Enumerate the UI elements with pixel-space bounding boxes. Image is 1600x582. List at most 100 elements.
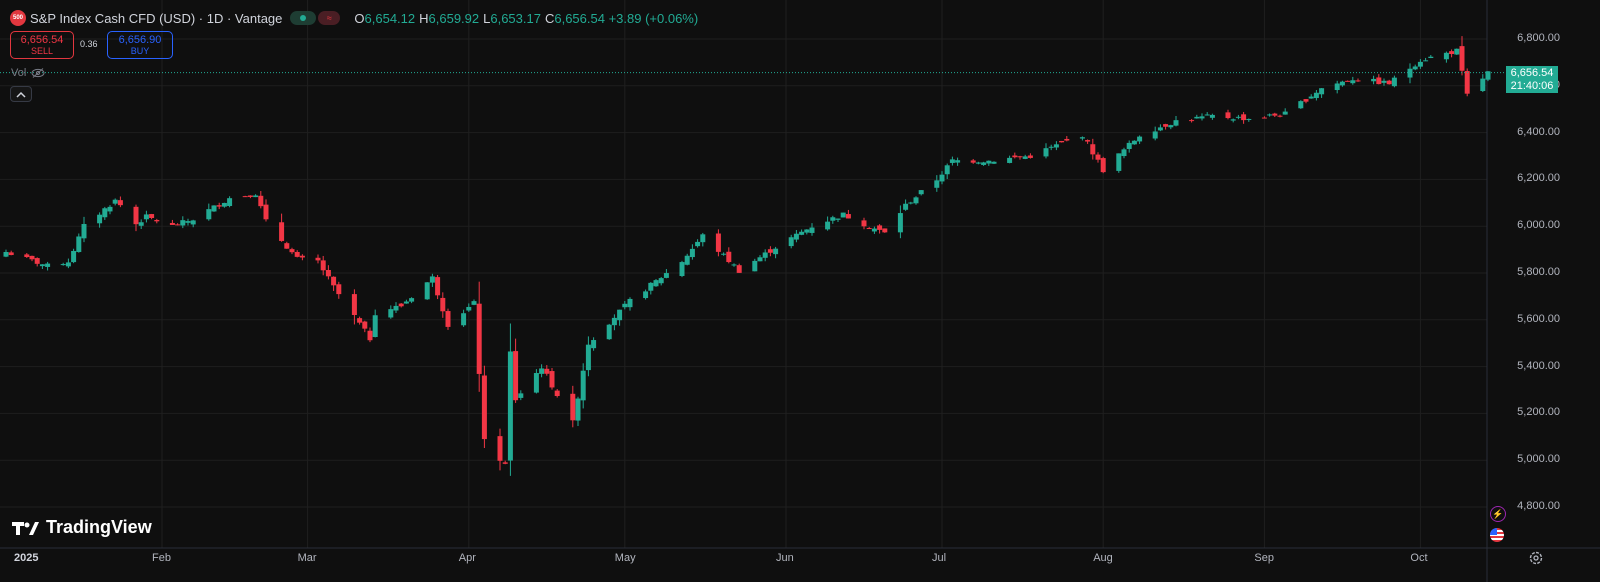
candle[interactable] bbox=[591, 337, 597, 351]
candle[interactable] bbox=[1022, 154, 1028, 160]
candle[interactable] bbox=[1189, 119, 1195, 123]
candle[interactable] bbox=[554, 389, 560, 398]
candle[interactable] bbox=[934, 175, 940, 192]
candle[interactable] bbox=[1298, 100, 1304, 109]
candle[interactable] bbox=[8, 250, 14, 256]
candle[interactable] bbox=[471, 299, 477, 306]
alert-icon[interactable]: ≈ bbox=[318, 11, 341, 25]
candle[interactable] bbox=[1381, 78, 1387, 86]
candle[interactable] bbox=[1053, 141, 1059, 151]
candle[interactable] bbox=[1116, 153, 1122, 173]
candle[interactable] bbox=[289, 247, 295, 255]
candle[interactable] bbox=[1126, 140, 1132, 153]
candle[interactable] bbox=[367, 327, 373, 343]
candle[interactable] bbox=[871, 226, 877, 234]
candle[interactable] bbox=[804, 229, 810, 235]
candle[interactable] bbox=[461, 309, 467, 327]
candle[interactable] bbox=[539, 364, 545, 378]
candle[interactable] bbox=[398, 303, 404, 308]
candle[interactable] bbox=[830, 215, 836, 224]
candle[interactable] bbox=[736, 263, 742, 273]
candle[interactable] bbox=[1412, 64, 1418, 71]
candle[interactable] bbox=[617, 309, 623, 326]
candle[interactable] bbox=[507, 323, 513, 476]
candle[interactable] bbox=[986, 160, 992, 166]
candle[interactable] bbox=[221, 202, 227, 208]
candle[interactable] bbox=[1012, 152, 1018, 159]
candle[interactable] bbox=[1277, 114, 1283, 118]
candle[interactable] bbox=[247, 195, 253, 199]
candle[interactable] bbox=[76, 233, 82, 253]
candle[interactable] bbox=[169, 219, 175, 226]
candle[interactable] bbox=[320, 255, 326, 276]
candle[interactable] bbox=[1303, 99, 1309, 104]
candle[interactable] bbox=[1428, 55, 1434, 59]
candle[interactable] bbox=[1261, 116, 1267, 119]
candle[interactable] bbox=[877, 224, 883, 234]
candle[interactable] bbox=[1017, 155, 1023, 160]
us-flag-icon[interactable] bbox=[1490, 528, 1504, 542]
candle[interactable] bbox=[180, 216, 186, 229]
candle[interactable] bbox=[513, 338, 519, 403]
candle[interactable] bbox=[918, 190, 924, 196]
candle[interactable] bbox=[403, 299, 409, 304]
candle[interactable] bbox=[1449, 49, 1455, 58]
candle[interactable] bbox=[1043, 143, 1049, 159]
candle[interactable] bbox=[1209, 113, 1215, 120]
candle[interactable] bbox=[24, 252, 30, 258]
candle[interactable] bbox=[1345, 80, 1351, 82]
candle[interactable] bbox=[1152, 126, 1158, 141]
tradingview-logo[interactable]: TradingView bbox=[12, 517, 152, 538]
candle[interactable] bbox=[731, 263, 737, 267]
candle[interactable] bbox=[216, 202, 222, 210]
candle[interactable] bbox=[1443, 51, 1449, 63]
candle[interactable] bbox=[3, 249, 9, 258]
candle[interactable] bbox=[679, 260, 685, 278]
candle[interactable] bbox=[1417, 59, 1423, 69]
candle[interactable] bbox=[866, 226, 872, 230]
candle[interactable] bbox=[648, 282, 654, 295]
candle[interactable] bbox=[840, 212, 846, 218]
candle[interactable] bbox=[611, 314, 617, 331]
candle[interactable] bbox=[1386, 79, 1392, 85]
candle[interactable] bbox=[970, 158, 976, 164]
candle[interactable] bbox=[622, 301, 628, 310]
candle[interactable] bbox=[299, 254, 305, 261]
candle[interactable] bbox=[585, 336, 591, 377]
candle[interactable] bbox=[331, 276, 337, 291]
candle[interactable] bbox=[435, 274, 441, 300]
eye-off-icon[interactable] bbox=[31, 68, 45, 78]
candle[interactable] bbox=[138, 219, 144, 230]
candle[interactable] bbox=[476, 281, 482, 392]
candle[interactable] bbox=[575, 396, 581, 426]
candle[interactable] bbox=[1204, 112, 1210, 116]
candle[interactable] bbox=[481, 365, 487, 448]
candle[interactable] bbox=[336, 281, 342, 299]
candle[interactable] bbox=[97, 212, 103, 228]
candle[interactable] bbox=[658, 276, 664, 286]
candle[interactable] bbox=[1282, 108, 1288, 115]
candle[interactable] bbox=[1350, 76, 1356, 85]
lightning-icon[interactable]: ⚡ bbox=[1490, 506, 1506, 522]
buy-button[interactable]: 6,656.90 BUY bbox=[107, 31, 173, 59]
candle[interactable] bbox=[773, 246, 779, 259]
candle[interactable] bbox=[955, 157, 961, 166]
candle[interactable] bbox=[227, 196, 233, 208]
candle[interactable] bbox=[721, 252, 727, 256]
candle[interactable] bbox=[991, 161, 997, 165]
candle[interactable] bbox=[253, 194, 259, 198]
candle[interactable] bbox=[1230, 118, 1236, 123]
candle[interactable] bbox=[757, 255, 763, 262]
symbol-logo-icon[interactable]: 500 bbox=[10, 10, 26, 26]
candle[interactable] bbox=[1308, 94, 1314, 99]
candle[interactable] bbox=[294, 250, 300, 258]
candle[interactable] bbox=[351, 289, 357, 325]
candle[interactable] bbox=[1095, 152, 1101, 163]
candle[interactable] bbox=[388, 305, 394, 319]
candle[interactable] bbox=[913, 196, 919, 205]
market-status-icon[interactable] bbox=[290, 11, 317, 25]
candle[interactable] bbox=[393, 302, 399, 314]
candle[interactable] bbox=[1355, 78, 1361, 82]
price-axis[interactable]: 6,800.006,600.006,400.006,200.006,000.00… bbox=[1487, 0, 1600, 548]
candle[interactable] bbox=[258, 191, 264, 209]
